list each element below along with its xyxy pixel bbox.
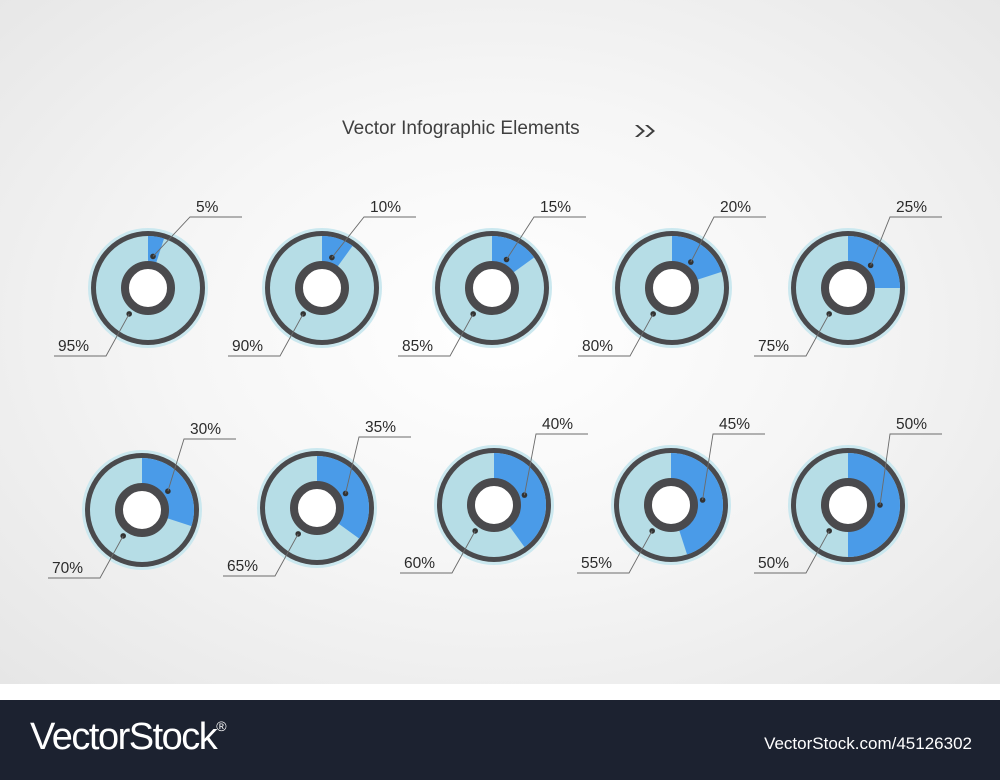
remainder-leader <box>754 530 830 574</box>
ring-pie-8: 40% 60% <box>400 416 588 574</box>
ring-pie-4: 20% 80% <box>578 199 766 357</box>
highlight-label: 30% <box>190 421 221 438</box>
page-title: Vector Infographic Elements <box>342 118 580 139</box>
remainder-leader <box>223 533 299 577</box>
highlight-slice <box>317 456 369 539</box>
remainder-label: 90% <box>232 338 263 355</box>
remainder-leader <box>54 313 130 357</box>
infographic-canvas: Vector Infographic Elements 5% 95% 10% 90% 1… <box>0 0 1000 684</box>
ring-pie-3: 15% 85% <box>398 199 586 357</box>
highlight-leader <box>690 216 766 263</box>
center-hole <box>290 481 344 535</box>
ring-pie-charts: 5% 95% 10% 90% 15% 85% 20% 80% 25% 75% 30% 70% 35% 65… <box>48 199 942 579</box>
highlight-label: 20% <box>720 199 751 216</box>
ring-pie-9: 45% 55% <box>577 416 765 574</box>
center-hole <box>821 261 875 315</box>
remainder-label: 70% <box>52 560 83 577</box>
remainder-leader <box>398 313 474 357</box>
center-hole <box>644 478 698 532</box>
highlight-marker <box>699 497 706 503</box>
remainder-label: 65% <box>227 558 258 575</box>
remainder-leader <box>578 313 654 357</box>
remainder-leader <box>48 535 124 579</box>
highlight-label: 10% <box>370 199 401 216</box>
ring-pie-1: 5% 95% <box>54 199 242 357</box>
center-hole <box>121 261 175 315</box>
highlight-label: 50% <box>896 416 927 433</box>
highlight-label: 40% <box>542 416 573 433</box>
highlight-marker <box>867 262 874 269</box>
remainder-label: 85% <box>402 338 433 355</box>
footer-bar: VectorStock® VectorStock.com/45126302 <box>0 700 1000 780</box>
center-hole <box>467 478 521 532</box>
ring-pie-2: 10% 90% <box>228 199 416 357</box>
center-hole <box>115 483 169 537</box>
center-hole <box>295 261 349 315</box>
highlight-leader <box>523 433 588 496</box>
remainder-label: 75% <box>758 338 789 355</box>
highlight-leader <box>879 433 942 506</box>
remainder-label: 50% <box>758 555 789 572</box>
highlight-leader <box>702 433 765 501</box>
brand-registered-mark: ® <box>216 718 226 734</box>
center-hole <box>821 478 875 532</box>
highlight-label: 5% <box>196 199 219 216</box>
remainder-leader <box>400 530 476 574</box>
remainder-label: 80% <box>582 338 613 355</box>
highlight-label: 35% <box>365 419 396 436</box>
highlight-leader <box>331 216 416 258</box>
ring-pie-5: 25% 75% <box>754 199 942 357</box>
ring-pie-10: 50% 50% <box>754 416 942 574</box>
brand-name: VectorStock <box>30 716 218 758</box>
remainder-leader <box>228 313 304 357</box>
highlight-leader <box>152 216 242 257</box>
highlight-leader <box>167 438 236 492</box>
highlight-label: 25% <box>896 199 927 216</box>
remainder-label: 95% <box>58 338 89 355</box>
ring-pie-7: 35% 65% <box>223 419 411 577</box>
center-hole <box>645 261 699 315</box>
double-chevron-right-icon <box>635 125 655 137</box>
center-hole <box>465 261 519 315</box>
remainder-leader <box>754 313 830 357</box>
image-id: VectorStock.com/45126302 <box>764 734 972 753</box>
highlight-leader <box>870 216 942 266</box>
highlight-label: 15% <box>540 199 571 216</box>
ring-pie-6: 30% 70% <box>48 421 236 579</box>
remainder-leader <box>577 530 653 574</box>
brand-logo: VectorStock® <box>30 716 227 759</box>
highlight-leader <box>506 216 586 260</box>
highlight-label: 45% <box>719 416 750 433</box>
remainder-label: 55% <box>581 555 612 572</box>
remainder-label: 60% <box>404 555 435 572</box>
highlight-leader <box>345 436 411 494</box>
